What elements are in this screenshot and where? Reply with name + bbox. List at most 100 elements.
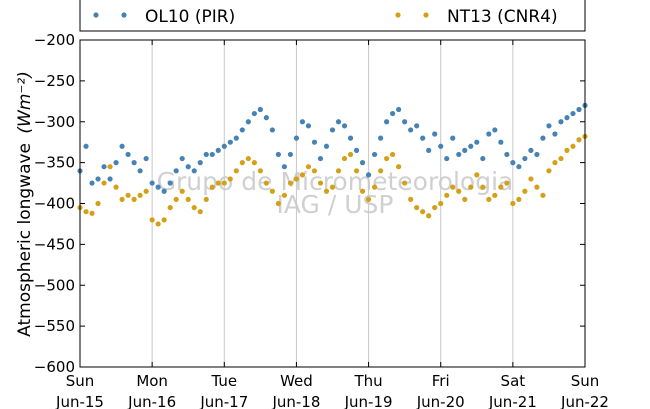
data-point (534, 184, 540, 190)
watermark-line-2: IAG / USP (277, 190, 394, 219)
data-point (420, 209, 426, 215)
data-point (396, 106, 402, 113)
data-point (287, 180, 294, 186)
data-point (341, 155, 348, 162)
data-point (281, 164, 287, 170)
data-point (287, 151, 294, 158)
data-point (462, 147, 468, 153)
data-point (143, 155, 149, 162)
data-point (438, 200, 444, 207)
legend-entry-series-0: OL10 (PIR) (93, 7, 235, 27)
legend-marker-series-1 (395, 12, 401, 18)
data-point (239, 160, 245, 166)
y-tick-label: −200 (34, 31, 75, 49)
x-tick-label-day: Mon (136, 372, 168, 390)
data-point (474, 172, 480, 178)
data-point (341, 123, 348, 129)
data-point (335, 168, 342, 174)
data-point (317, 180, 324, 186)
data-point (323, 143, 330, 149)
data-point (107, 164, 113, 170)
x-tick-label-date: Jun-15 (55, 393, 104, 409)
data-point (305, 164, 312, 170)
data-point (540, 135, 546, 141)
data-point (257, 168, 263, 174)
data-point (462, 196, 468, 203)
data-point (245, 155, 251, 162)
data-point (504, 180, 510, 186)
data-point (221, 180, 227, 186)
legend-marker-series-0 (93, 12, 99, 18)
data-point (95, 176, 101, 182)
data-point (161, 188, 167, 194)
data-point (347, 151, 354, 158)
data-point (570, 110, 576, 117)
data-point (492, 192, 498, 198)
data-point (504, 151, 510, 158)
data-point (131, 196, 137, 203)
y-tick-label: −250 (34, 72, 75, 90)
data-point (257, 106, 263, 113)
data-point (191, 204, 197, 211)
series-0 (77, 102, 588, 194)
data-point (323, 188, 330, 194)
x-tick-label-day: Sun (571, 372, 600, 390)
data-point (450, 184, 456, 190)
data-point (167, 204, 173, 211)
legend-marker-series-0 (121, 12, 127, 18)
data-point (558, 155, 564, 162)
data-point (311, 139, 318, 145)
data-point (456, 188, 462, 194)
data-point (384, 119, 390, 125)
data-point (83, 143, 89, 149)
x-tick-label-day: Wed (280, 372, 313, 390)
data-point (534, 151, 540, 158)
y-tick-label: −500 (34, 276, 75, 294)
data-point (510, 160, 516, 166)
data-point (353, 168, 360, 174)
x-tick-label-date: Jun-16 (127, 393, 176, 409)
legend: OL10 (PIR) NT13 (CNR4) (79, 0, 586, 32)
data-point (486, 196, 492, 203)
data-point (528, 176, 534, 182)
data-point (269, 127, 275, 133)
data-point (414, 204, 420, 211)
data-point (281, 192, 287, 198)
y-axis-label: Atmospheric longwave (Wm⁻²) (15, 71, 35, 337)
data-point (203, 151, 209, 158)
data-point (251, 160, 257, 166)
data-point (390, 151, 396, 158)
data-point (384, 155, 390, 162)
data-point (113, 160, 119, 166)
data-point (426, 213, 432, 219)
data-point (95, 200, 101, 207)
data-point (293, 176, 300, 182)
data-point (233, 168, 239, 174)
data-point (576, 106, 582, 113)
y-tick-label: −600 (34, 358, 75, 376)
legend-label-series-0: OL10 (PIR) (145, 7, 235, 27)
data-point (137, 168, 143, 174)
data-point (408, 196, 414, 203)
data-point (498, 139, 504, 145)
y-tick-label: −400 (34, 195, 75, 213)
data-point (480, 155, 486, 162)
data-point (125, 192, 131, 198)
data-point (209, 151, 215, 158)
watermark: Grupo de Micrometeorologia IAG / USP (157, 167, 514, 219)
data-point (269, 188, 275, 194)
x-tick-label-day: Tue (210, 372, 237, 390)
data-point (353, 147, 360, 153)
data-point (179, 155, 185, 162)
data-point (239, 127, 245, 133)
x-tick-label-date: Jun-22 (560, 393, 609, 409)
data-point (107, 176, 113, 182)
data-point (119, 143, 125, 149)
plot-area (80, 40, 585, 367)
data-point (552, 160, 558, 166)
data-point (173, 168, 179, 174)
data-point (89, 210, 95, 216)
data-point (444, 192, 450, 198)
data-point (311, 168, 318, 174)
